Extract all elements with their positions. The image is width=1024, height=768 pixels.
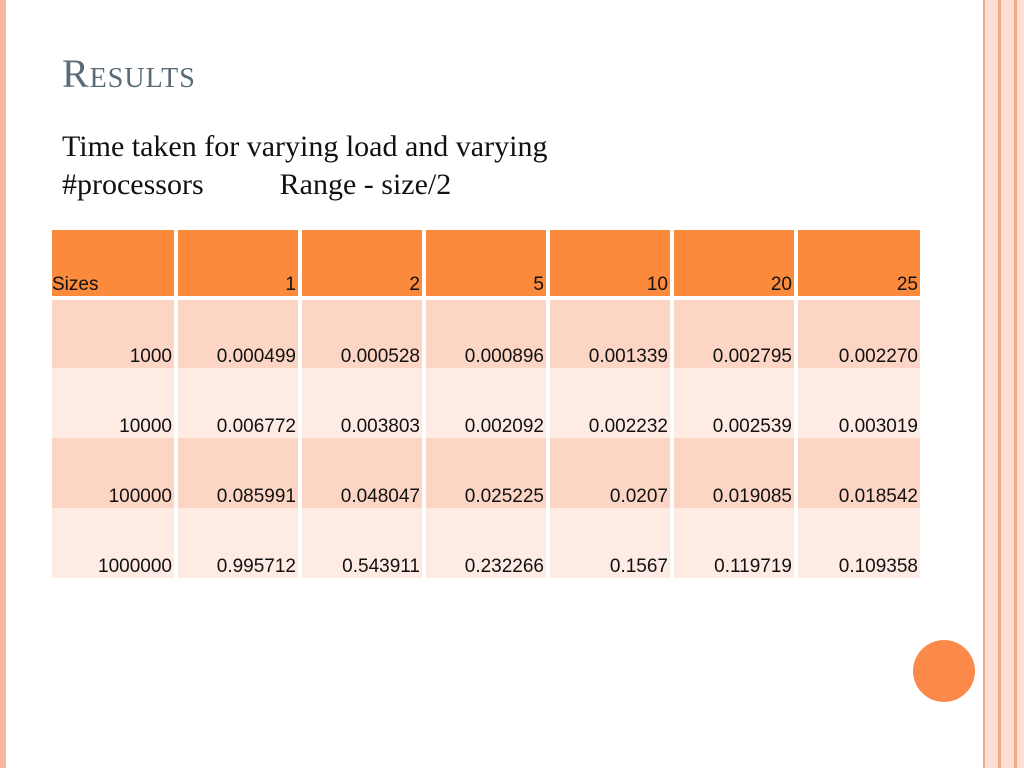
table-cell: 0.085991 (176, 438, 302, 508)
table-cell: 0.002232 (548, 368, 674, 438)
header-cell: 10 (548, 230, 674, 300)
header-cell: 20 (672, 230, 798, 300)
table-cell: 0.025225 (424, 438, 550, 508)
table-row: 10000 0.006772 0.003803 0.002092 0.00223… (52, 368, 920, 438)
table-cell: 0.1567 (548, 508, 674, 578)
table-cell: 1000000 (52, 508, 178, 578)
table-cell: 0.002270 (796, 298, 920, 368)
table-row: 1000 0.000499 0.000528 0.000896 0.001339… (52, 298, 920, 368)
slide-subtitle: Time taken for varying load and varying … (62, 128, 822, 204)
table-cell: 0.543911 (300, 508, 426, 578)
header-cell: 1 (176, 230, 302, 300)
table-cell: 0.002092 (424, 368, 550, 438)
table-cell: 0.002539 (672, 368, 798, 438)
table-cell: 0.000528 (300, 298, 426, 368)
table-cell: 0.018542 (796, 438, 920, 508)
subtitle-range: Range - size/2 (279, 168, 452, 201)
decorative-circle (913, 640, 975, 702)
subtitle-processors: #processors (62, 168, 204, 201)
table-cell: 0.001339 (548, 298, 674, 368)
header-cell: 25 (796, 230, 920, 300)
subtitle-line-2: #processors Range - size/2 (62, 166, 822, 204)
header-cell: 5 (424, 230, 550, 300)
slide-title: Results (62, 51, 196, 96)
table-cell: 0.232266 (424, 508, 550, 578)
table-cell: 0.003803 (300, 368, 426, 438)
table-cell: 0.000896 (424, 298, 550, 368)
table-cell: 0.048047 (300, 438, 426, 508)
table-cell: 1000 (52, 298, 178, 368)
slide-right-border (980, 0, 1024, 768)
table-cell: 0.006772 (176, 368, 302, 438)
table-cell: 0.002795 (672, 298, 798, 368)
table-cell: 0.000499 (176, 298, 302, 368)
table-cell: 0.995712 (176, 508, 302, 578)
table-cell: 0.0207 (548, 438, 674, 508)
table-cell: 0.003019 (796, 368, 920, 438)
subtitle-line-1: Time taken for varying load and varying (62, 130, 548, 163)
table-cell: 0.109358 (796, 508, 920, 578)
table-cell: 0.119719 (672, 508, 798, 578)
header-cell: 2 (300, 230, 426, 300)
table-row: 100000 0.085991 0.048047 0.025225 0.0207… (52, 438, 920, 508)
results-table: Sizes 1 2 5 10 20 25 1000 0.000499 0.000… (52, 230, 920, 578)
table-cell: 0.019085 (672, 438, 798, 508)
header-cell: Sizes (52, 230, 178, 300)
table-header-row: Sizes 1 2 5 10 20 25 (52, 230, 920, 300)
table-row: 1000000 0.995712 0.543911 0.232266 0.156… (52, 508, 920, 578)
table-cell: 100000 (52, 438, 178, 508)
slide-left-border (0, 0, 6, 768)
table-cell: 10000 (52, 368, 178, 438)
